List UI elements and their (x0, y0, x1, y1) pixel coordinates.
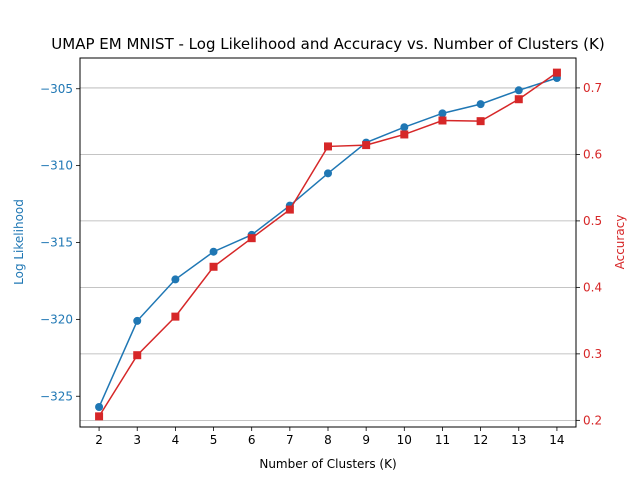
x-tick-label-9: 11 (435, 433, 450, 447)
series-layer (95, 68, 561, 421)
series-point-right-12 (552, 68, 561, 77)
right-tick-label-3: 0.5 (583, 214, 602, 228)
left-tick-label-2: −315 (40, 236, 73, 250)
series-line-left (98, 77, 558, 408)
left-axis: −325 −320 −315 −310 −305 (40, 82, 80, 403)
series-point-right-9 (438, 116, 447, 125)
series-point-left-8 (400, 123, 409, 132)
x-tick-label-2: 4 (172, 433, 180, 447)
x-tick-label-0: 2 (95, 433, 103, 447)
right-tick-label-4: 0.6 (583, 147, 602, 161)
series-point-right-0 (95, 412, 104, 421)
plot-frame (79, 57, 577, 428)
series-point-right-5 (285, 205, 294, 214)
left-tick-label-4: −305 (40, 82, 73, 96)
series-point-right-11 (514, 95, 523, 104)
left-axis-label: Log Likelihood (12, 199, 26, 285)
x-tick-label-10: 12 (473, 433, 488, 447)
series-point-left-2 (171, 275, 180, 284)
x-tick-label-1: 3 (133, 433, 141, 447)
series-line-right (98, 72, 558, 417)
left-tick-label-3: −310 (40, 159, 73, 173)
x-tick-label-8: 10 (397, 433, 412, 447)
series-point-right-10 (476, 117, 485, 126)
right-tick-label-1: 0.3 (583, 347, 602, 361)
series-point-right-3 (209, 262, 218, 271)
right-tick-label-0: 0.2 (583, 413, 602, 427)
x-axis-label: Number of Clusters (K) (259, 457, 396, 471)
right-tick-label-5: 0.7 (583, 81, 602, 95)
x-axis: 2 3 4 5 6 7 8 9 10 11 12 13 14 (95, 427, 565, 447)
series-point-left-10 (476, 100, 485, 109)
x-tick-label-12: 14 (549, 433, 564, 447)
left-tick-label-0: −325 (40, 389, 73, 403)
x-tick-label-6: 8 (324, 433, 332, 447)
series-point-right-7 (362, 141, 371, 150)
series-point-right-2 (171, 312, 180, 321)
x-tick-label-3: 5 (210, 433, 218, 447)
series-point-left-9 (438, 109, 447, 118)
x-tick-label-11: 13 (511, 433, 526, 447)
right-axis-label: Accuracy (613, 215, 627, 270)
series-point-left-1 (133, 316, 142, 325)
series-point-left-6 (324, 169, 332, 178)
chart-title: UMAP EM MNIST - Log Likelihood and Accur… (51, 35, 604, 53)
series-point-left-11 (514, 86, 523, 95)
series-point-right-6 (324, 142, 332, 151)
series-point-left-3 (209, 247, 218, 256)
x-tick-label-5: 7 (286, 433, 294, 447)
series-point-right-8 (400, 130, 409, 139)
series-point-right-4 (247, 234, 256, 243)
left-tick-label-1: −320 (40, 312, 73, 326)
x-tick-label-7: 9 (362, 433, 370, 447)
series-point-left-0 (95, 403, 104, 412)
right-tick-label-2: 0.4 (583, 280, 602, 294)
grid (80, 87, 576, 421)
x-tick-label-4: 6 (248, 433, 256, 447)
right-axis: 0.2 0.3 0.4 0.5 0.6 0.7 (576, 81, 602, 427)
series-point-right-1 (133, 351, 142, 360)
